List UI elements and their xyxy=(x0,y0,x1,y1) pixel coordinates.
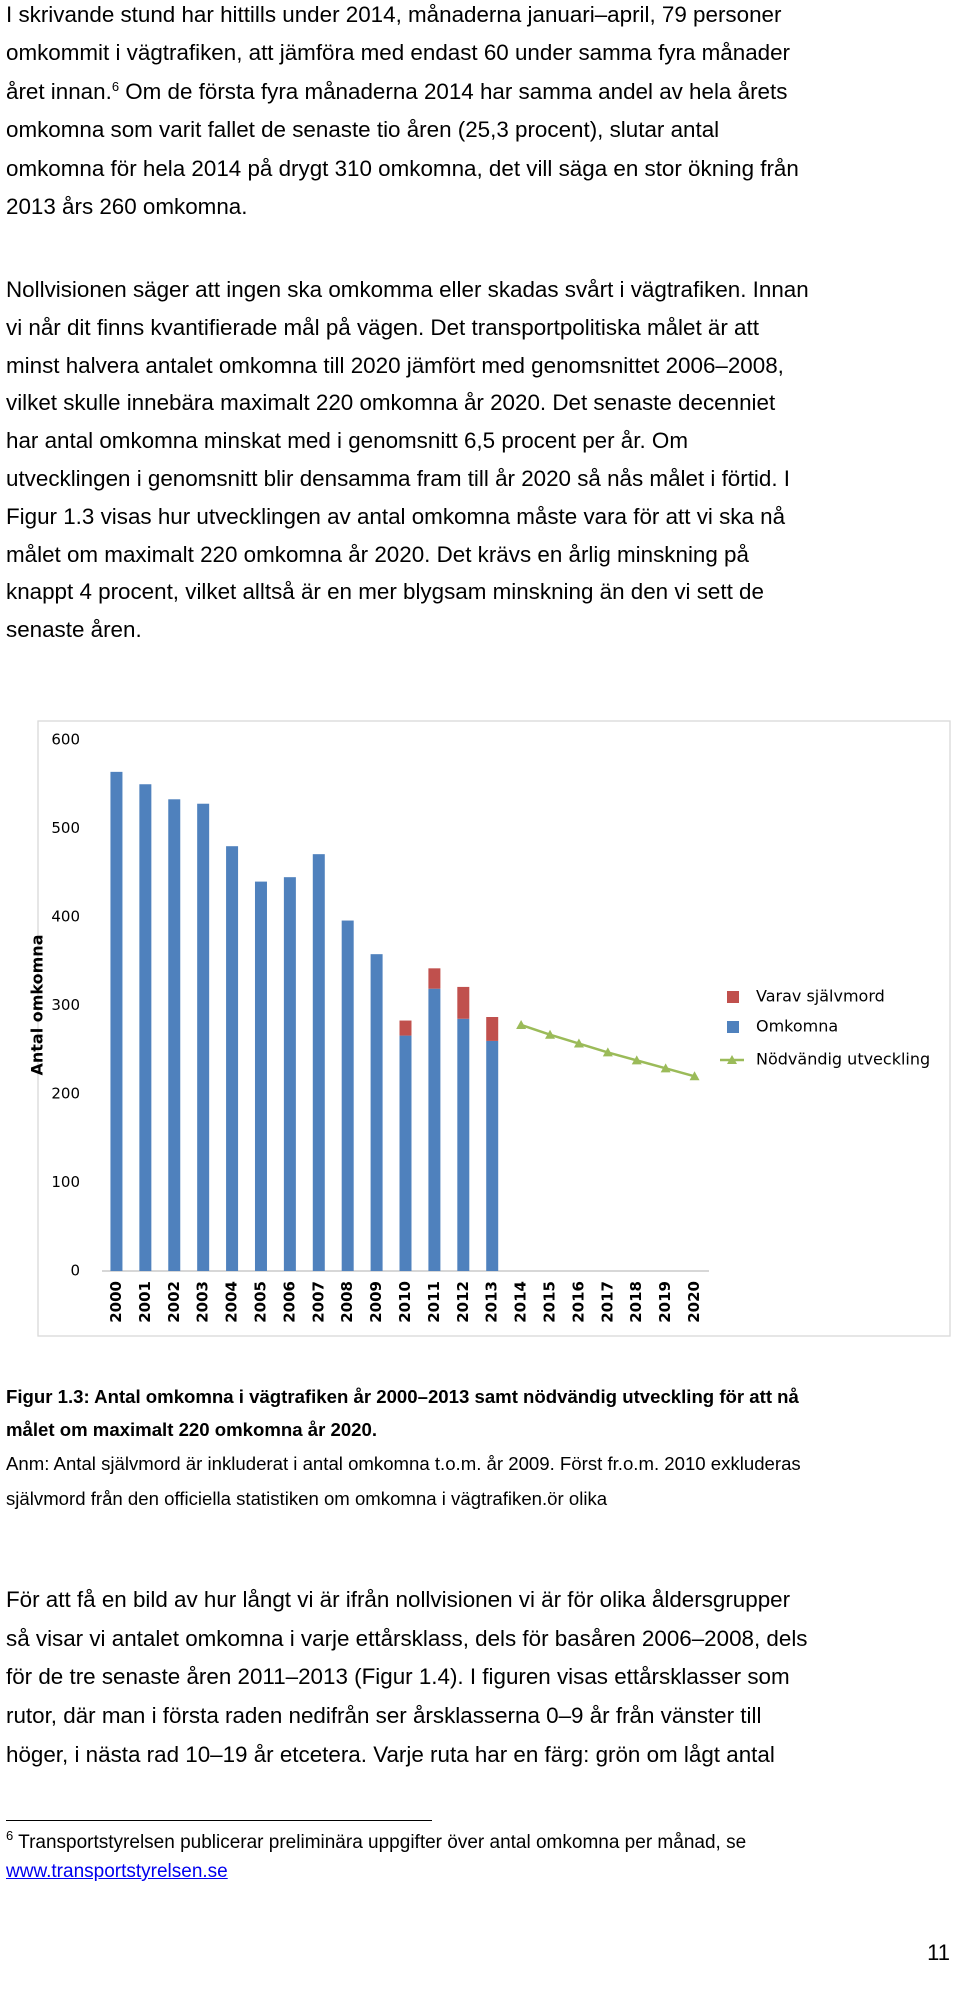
line-marker xyxy=(602,1047,613,1057)
x-tick-label: 2020 xyxy=(685,1281,703,1323)
legend-swatch xyxy=(727,1021,739,1033)
text-line: målet om maximalt 220 omkomna år 2020. D… xyxy=(6,541,749,567)
bar xyxy=(283,877,296,1271)
x-tick-label: 2011 xyxy=(425,1281,443,1323)
bar xyxy=(139,784,152,1271)
x-tick-label: 2014 xyxy=(512,1281,530,1323)
legend-label: Omkomna xyxy=(756,1017,838,1036)
y-tick-label: 100 xyxy=(51,1173,80,1191)
text-line: vi når dit finns kvantifierade mål på vä… xyxy=(6,314,759,340)
line-marker xyxy=(660,1063,671,1073)
text-line: har antal omkomna minskat med i genomsni… xyxy=(6,428,688,454)
text-line: rutor, där man i första raden nedifrån s… xyxy=(6,1703,762,1729)
text-line: för de tre senaste åren 2011–2013 (Figur… xyxy=(6,1664,790,1690)
x-tick-label: 2001 xyxy=(136,1281,154,1323)
page-number: 11 xyxy=(927,1940,950,1965)
caption-note: Anm: Antal självmord är inkluderat i ant… xyxy=(6,1453,801,1474)
line-marker xyxy=(516,1019,527,1029)
bar xyxy=(254,881,267,1271)
bar xyxy=(341,920,354,1271)
x-tick-label: 2015 xyxy=(541,1281,559,1323)
text-line: För att få en bild av hur långt vi är if… xyxy=(6,1587,791,1612)
bar xyxy=(486,1017,499,1041)
x-tick-label: 2010 xyxy=(396,1281,414,1323)
bar xyxy=(197,803,210,1271)
y-tick-label: 500 xyxy=(51,819,80,837)
x-tick-label: 2002 xyxy=(165,1281,183,1323)
legend-label: Nödvändig utveckling xyxy=(756,1050,930,1069)
text-line: omkommit i vägtrafiken, att jämföra med … xyxy=(6,40,791,66)
x-tick-label: 2007 xyxy=(309,1281,327,1323)
bar xyxy=(312,854,325,1271)
y-tick-label: 300 xyxy=(51,996,80,1014)
bar xyxy=(457,1018,470,1271)
text-line: senaste åren. xyxy=(6,617,142,643)
line-marker xyxy=(689,1071,700,1081)
text-line: Figur 1.3 visas hur utvecklingen av anta… xyxy=(6,503,786,529)
x-tick-label: 2017 xyxy=(598,1281,616,1323)
bar xyxy=(168,799,181,1271)
text-segment: året innan. xyxy=(6,78,112,104)
x-tick-label: 2012 xyxy=(454,1281,472,1323)
x-tick-label: 2009 xyxy=(367,1281,385,1323)
x-tick-label: 2005 xyxy=(251,1281,269,1323)
footnote-text: Transportstyrelsen publicerar preliminär… xyxy=(13,1832,747,1853)
legend-label: Varav självmord xyxy=(756,987,885,1006)
legend-swatch xyxy=(727,991,739,1003)
text-line: minst halvera antalet omkomna till 2020 … xyxy=(6,352,784,378)
text-line: 2013 års 260 omkomna. xyxy=(6,194,248,219)
legend-marker xyxy=(727,1055,737,1064)
y-axis-title: Antal omkomna xyxy=(28,935,47,1076)
bar xyxy=(428,988,441,1271)
x-tick-label: 2003 xyxy=(194,1281,212,1323)
y-tick-label: 400 xyxy=(51,908,80,926)
bar xyxy=(486,1040,499,1271)
bar xyxy=(399,1020,412,1036)
text-line: året innan.6 Om de första fyra månaderna… xyxy=(6,79,787,105)
x-tick-label: 2019 xyxy=(656,1281,674,1323)
x-tick-label: 2000 xyxy=(107,1281,125,1323)
caption-note: självmord från den officiella statistike… xyxy=(6,1488,608,1509)
text-line: vilket skulle innebära maximalt 220 omko… xyxy=(6,390,776,416)
x-tick-label: 2008 xyxy=(338,1281,356,1323)
x-tick-label: 2006 xyxy=(280,1281,298,1323)
bar xyxy=(457,986,470,1019)
text-line: så visar vi antalet omkomna i varje ettå… xyxy=(6,1625,808,1651)
bar xyxy=(370,954,383,1271)
text-line: knappt 4 procent, vilket alltså är en me… xyxy=(6,579,764,605)
line-marker xyxy=(631,1055,642,1065)
x-tick-label: 2004 xyxy=(223,1281,241,1323)
caption-title: målet om maximalt 220 omkomna år 2020. xyxy=(6,1419,378,1440)
line-marker xyxy=(545,1029,556,1039)
x-tick-label: 2016 xyxy=(569,1281,587,1323)
bar xyxy=(428,968,441,989)
x-tick-label: 2013 xyxy=(483,1281,501,1323)
y-tick-label: 600 xyxy=(51,731,80,749)
y-tick-label: 0 xyxy=(70,1262,80,1280)
text-line: utvecklingen i genomsnitt blir densamma … xyxy=(6,466,791,491)
text-line: omkomna för hela 2014 på drygt 310 omkom… xyxy=(6,155,799,181)
footnote-ref: 6 xyxy=(111,78,120,94)
text-line: omkomna som varit fallet de senaste tio … xyxy=(6,117,720,143)
footnote-link[interactable]: www.transportstyrelsen.se xyxy=(6,1861,228,1882)
footnote: 6 Transportstyrelsen publicerar prelimin… xyxy=(6,1829,747,1854)
text-line: I skrivande stund har hittills under 201… xyxy=(6,2,782,27)
bar xyxy=(399,1035,412,1271)
footnote-link-line: www.transportstyrelsen.se xyxy=(6,1861,228,1883)
caption-title: Figur 1.3: Antal omkomna i vägtrafiken å… xyxy=(6,1386,799,1407)
text-line: Nollvisionen säger att ingen ska omkomma… xyxy=(6,277,809,302)
bar xyxy=(226,846,239,1271)
chart: Antal omkomna 0 100 200 300 400 500 600 2000 200… xyxy=(28,720,951,1337)
footnote-marker: 6 xyxy=(6,1828,14,1843)
text-segment: Om de första fyra månaderna 2014 har sam… xyxy=(119,78,788,104)
y-tick-label: 200 xyxy=(51,1085,80,1103)
bar xyxy=(110,771,123,1271)
x-tick-label: 2018 xyxy=(627,1281,645,1323)
footnote-rule xyxy=(6,1820,432,1821)
text-line: höger, i nästa rad 10–19 år etcetera. Va… xyxy=(6,1741,775,1767)
line-marker xyxy=(573,1038,584,1048)
